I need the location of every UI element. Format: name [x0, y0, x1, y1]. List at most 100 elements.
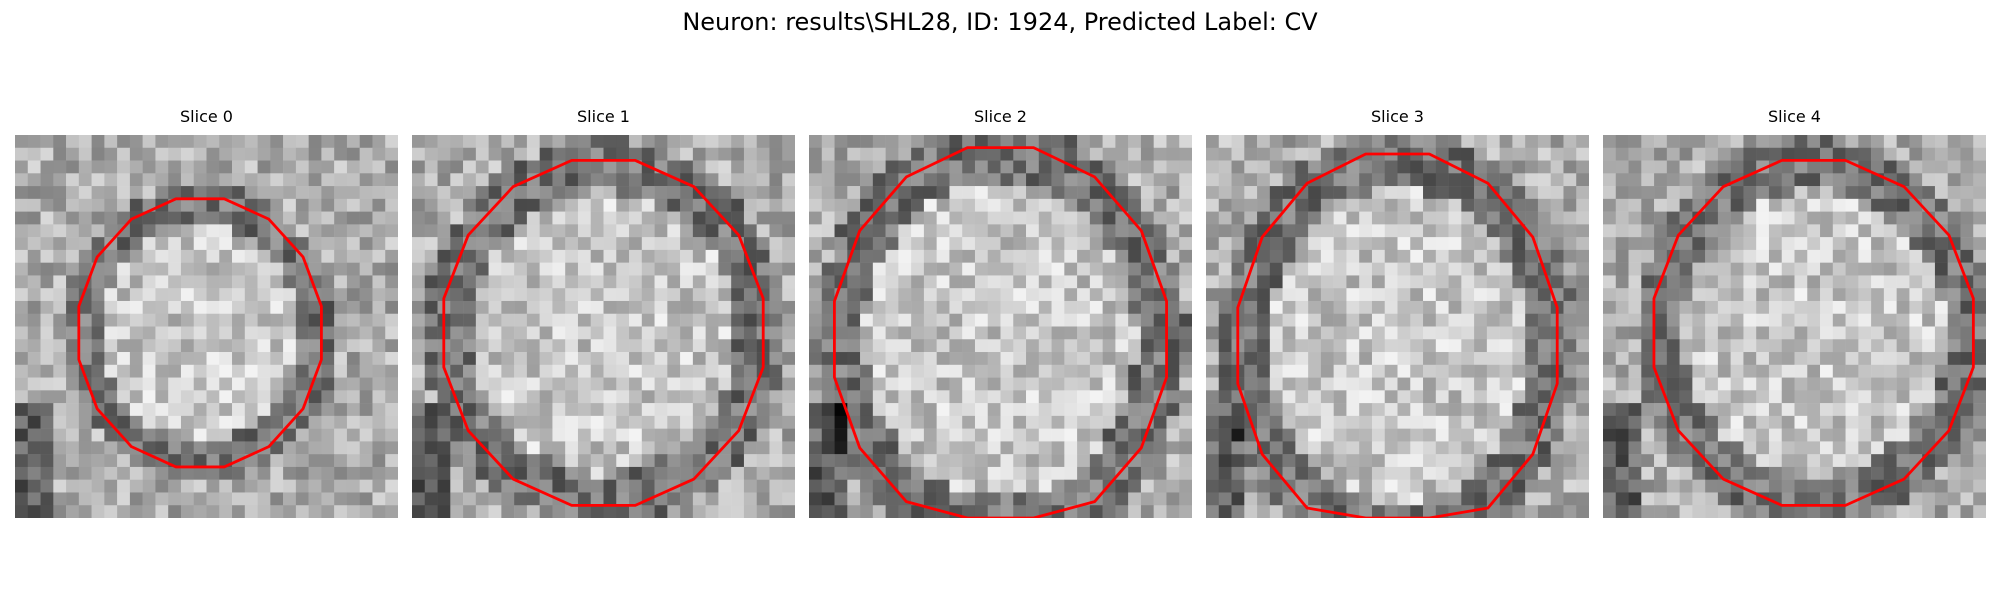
- pixel: [911, 428, 925, 442]
- pixel: [821, 326, 835, 340]
- pixel: [1333, 364, 1347, 378]
- pixel: [1461, 211, 1475, 225]
- pixel: [1486, 262, 1500, 276]
- pixel: [1576, 198, 1589, 212]
- pixel: [923, 173, 937, 187]
- pixel: [91, 135, 105, 149]
- pixel: [129, 492, 143, 506]
- pixel: [1064, 364, 1078, 378]
- pixel: [359, 173, 373, 187]
- pixel: [475, 390, 489, 404]
- pixel: [1730, 186, 1744, 200]
- pixel: [359, 492, 373, 506]
- pixel: [66, 288, 80, 302]
- pixel: [616, 249, 630, 263]
- pixel: [372, 339, 386, 353]
- pixel: [860, 364, 874, 378]
- pixel: [372, 198, 386, 212]
- pixel: [257, 237, 271, 251]
- pixel: [488, 492, 502, 506]
- pixel: [987, 275, 1001, 289]
- pixel: [450, 288, 464, 302]
- pixel: [1525, 415, 1539, 429]
- pixel: [1512, 313, 1526, 327]
- pixel: [860, 403, 874, 417]
- pixel: [372, 313, 386, 327]
- pixel: [1858, 237, 1872, 251]
- pixel: [1871, 441, 1885, 455]
- pixel: [590, 275, 604, 289]
- pixel: [565, 326, 579, 340]
- pixel: [1537, 173, 1551, 187]
- pixel: [1654, 300, 1668, 314]
- pixel: [1384, 249, 1398, 263]
- pixel: [1371, 339, 1385, 353]
- slice-title-0: Slice 0: [180, 107, 233, 126]
- pixel: [1179, 364, 1192, 378]
- pixel: [539, 262, 553, 276]
- pixel: [1166, 135, 1180, 149]
- pixel: [321, 492, 335, 506]
- pixel: [1038, 211, 1052, 225]
- pixel: [1371, 211, 1385, 225]
- pixel: [641, 377, 655, 391]
- pixel: [1603, 492, 1617, 506]
- pixel: [1244, 300, 1258, 314]
- pixel: [1820, 135, 1834, 149]
- pixel: [1128, 403, 1142, 417]
- pixel: [1448, 364, 1462, 378]
- pixel: [385, 352, 398, 366]
- pixel: [1692, 224, 1706, 238]
- pixel: [1282, 211, 1296, 225]
- pixel: [1064, 352, 1078, 366]
- pixel: [346, 428, 360, 442]
- pixel: [1257, 249, 1271, 263]
- pixel: [577, 441, 591, 455]
- pixel: [1756, 441, 1770, 455]
- pixel: [1615, 211, 1629, 225]
- pixel: [809, 198, 823, 212]
- pixel: [1717, 428, 1731, 442]
- pixel: [1257, 300, 1271, 314]
- pixel: [821, 211, 835, 225]
- pixel: [1115, 415, 1129, 429]
- pixel: [1115, 288, 1129, 302]
- pixel: [1845, 275, 1859, 289]
- pixel: [962, 479, 976, 493]
- pixel: [603, 288, 617, 302]
- pixel: [1576, 237, 1589, 251]
- pixel: [1461, 377, 1475, 391]
- pixel: [1973, 211, 1986, 225]
- pixel: [1077, 249, 1091, 263]
- pixel: [1102, 249, 1116, 263]
- pixel: [1218, 339, 1232, 353]
- pixel: [372, 492, 386, 506]
- pixel: [565, 352, 579, 366]
- pixel: [346, 275, 360, 289]
- pixel: [424, 224, 438, 238]
- pixel: [1845, 300, 1859, 314]
- pixel: [949, 300, 963, 314]
- pixel: [1615, 403, 1629, 417]
- pixel: [1641, 173, 1655, 187]
- pixel: [180, 364, 194, 378]
- pixel: [949, 288, 963, 302]
- pixel: [539, 300, 553, 314]
- pixel: [1960, 249, 1974, 263]
- pixel: [526, 339, 540, 353]
- pixel: [104, 326, 118, 340]
- pixel: [1794, 288, 1808, 302]
- pixel: [654, 326, 668, 340]
- pixel: [590, 198, 604, 212]
- pixel: [1000, 352, 1014, 366]
- pixel: [1922, 160, 1936, 174]
- pixel: [1807, 415, 1821, 429]
- pixel: [1140, 173, 1154, 187]
- pixel: [1512, 326, 1526, 340]
- pixel: [424, 428, 438, 442]
- pixel: [295, 492, 309, 506]
- pixel: [539, 147, 553, 161]
- pixel: [949, 377, 963, 391]
- pixel: [654, 135, 668, 149]
- pixel: [641, 198, 655, 212]
